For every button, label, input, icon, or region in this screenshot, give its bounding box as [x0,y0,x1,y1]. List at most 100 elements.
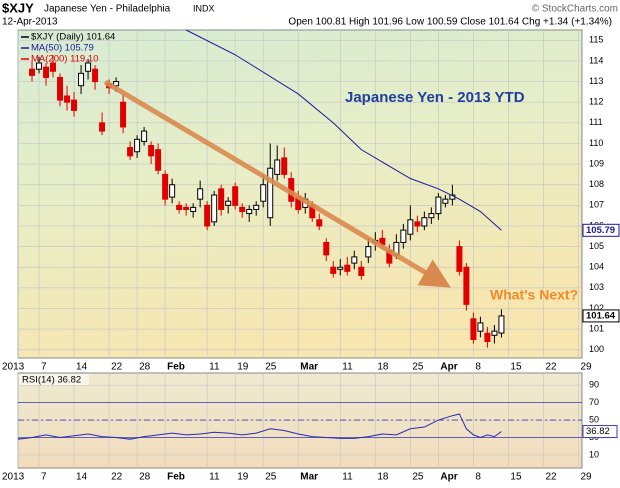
x-tick-label: Feb [167,472,185,483]
candle-body [148,145,155,157]
candle-body [400,229,407,243]
y-tick-label: 101 [589,323,604,333]
candle-body [456,246,463,272]
x-tick-label: 15 [510,472,522,483]
rsi-panel [17,372,583,469]
candle-body [92,68,99,83]
candle-body [141,130,148,142]
rsi-tag-label: 36.82 [586,426,610,437]
x-tick-label: 25 [265,362,277,373]
x-tick-label: 14 [76,362,88,373]
candle-body [190,206,197,213]
candle-body [36,62,43,70]
y-tick-label: 107 [589,200,604,210]
candle-body [330,266,337,274]
x-tick-label: 22 [111,472,123,483]
legend-label: $XJY (Daily) 101.64 [31,32,115,43]
plot-layer: 2013 7 14 22 28 Feb 11 19 25 Mar 11 18 25 Apr 8 15 22 29 1… [2,29,620,483]
x-tick-label: 8 [475,362,481,373]
x-tick-label: 22 [545,362,557,373]
candle-body [344,264,351,272]
candle-body [197,188,204,200]
x-tick-label: 14 [76,472,88,483]
x-tick-label: 28 [139,362,151,373]
x-tick-label: 19 [237,472,249,483]
candle-body [239,206,246,213]
candle-body [442,198,449,204]
candle-body [50,62,57,72]
annotation: Japanese Yen - 2013 YTD [345,89,525,106]
x-tick-label: 11 [342,472,353,483]
x-tick-label: Apr [440,472,457,483]
candle-body [421,217,428,227]
candle-body [484,332,491,342]
x-tick-label: 2013 [2,362,25,373]
candle-body [491,330,498,336]
candle-body [43,66,50,78]
candle-body [463,266,470,305]
x-tick-label: 28 [139,472,151,483]
candle-body [64,95,71,103]
candle-body [99,122,106,132]
candle-body [477,322,484,332]
price-tag-box [582,223,620,237]
y-tick-label: 113 [589,76,603,86]
candle-body [274,159,281,175]
y-tick-label: 110 [589,138,603,148]
candle-body [71,99,78,111]
y-tick-label: 105 [589,241,604,251]
y-tick-label: 100 [589,344,604,354]
y-tick-label: 50 [589,414,599,424]
x-tick-label: 29 [580,362,592,373]
date: 12-Apr-2013 [2,17,58,28]
y-tick-label: 70 [589,397,599,407]
symbol: $XJY [2,0,34,15]
x-tick-label: 22 [545,472,557,483]
candle-body [316,219,323,227]
exchange: INDX [193,3,215,13]
x-tick-label: 18 [377,362,389,373]
annotation: What's Next? [490,287,578,303]
rsi-line [17,413,502,440]
candle-body [470,318,477,340]
y-tick-label: 114 [589,55,603,65]
y-tick-label: 111 [589,117,603,127]
candle-body [162,173,169,200]
source: © StockCharts.com [532,4,618,15]
x-tick-label: 25 [412,362,424,373]
x-tick-label: 2013 [2,472,25,483]
candle-body [260,184,267,202]
y-tick-label: 102 [589,303,604,313]
candle-body [218,188,225,210]
price-tag-box [582,309,620,323]
candle-body [204,204,211,227]
legend-label: MA(50) 105.79 [31,43,94,54]
legend-label: MA(200) 119.10 [31,54,98,65]
candle-body [225,200,232,206]
x-tick-label: 11 [342,362,353,373]
candle-body [435,196,442,215]
x-tick-label: Mar [300,472,318,483]
candle-body [365,246,372,258]
candle-body [57,76,64,101]
y-tick-label: 104 [589,262,604,272]
y-tick-label: 90 [589,380,599,390]
x-tick-label: 15 [510,362,522,373]
candle-body [428,213,435,219]
candle-body [134,138,141,153]
price-tag-label: 101.64 [586,310,616,321]
candle-body [155,149,162,171]
candle-body [127,147,134,157]
x-tick-label: 7 [41,472,47,483]
candle-body [498,315,505,334]
y-tick-label: 115 [589,35,603,45]
x-tick-label: 18 [377,472,389,483]
rsi-label-bg [19,374,89,385]
candle-body [358,266,365,276]
y-tick-label: 10 [589,449,599,459]
x-tick-label: 11 [209,472,220,483]
y-tick-label: 103 [589,282,604,292]
x-tick-label: 25 [412,472,424,483]
candle-body [253,204,260,210]
candle-body [169,184,176,198]
